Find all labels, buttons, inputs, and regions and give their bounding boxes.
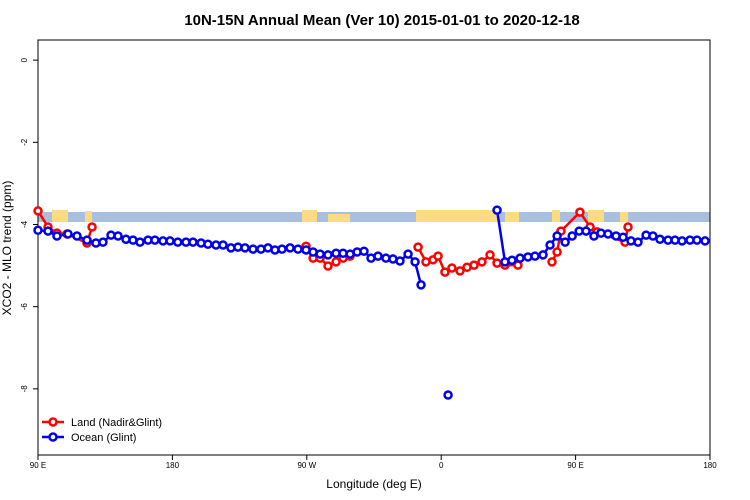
data-point xyxy=(323,261,333,271)
data-point xyxy=(443,390,453,400)
legend-marker xyxy=(48,432,58,442)
data-point xyxy=(440,267,450,277)
x-axis-label: Longitude (deg E) xyxy=(326,477,421,491)
land-patch xyxy=(52,210,68,222)
data-point xyxy=(33,225,43,235)
y-tick-label: -2 xyxy=(20,138,29,146)
land-patch xyxy=(85,211,92,222)
data-point xyxy=(43,226,53,236)
data-point xyxy=(248,244,258,254)
data-point xyxy=(455,266,465,276)
data-point xyxy=(530,251,540,261)
land-patch xyxy=(588,210,604,222)
series xyxy=(33,205,710,400)
x-tick-label: 180 xyxy=(166,461,180,470)
data-point xyxy=(98,237,108,247)
data-point xyxy=(416,280,426,290)
x-tick-label: 180 xyxy=(703,461,717,470)
data-point xyxy=(33,206,43,216)
data-point xyxy=(552,231,562,241)
y-tick-label: -4 xyxy=(20,220,29,228)
data-point xyxy=(552,247,562,257)
legend: Land (Nadir&Glint) Ocean (Glint) xyxy=(42,417,162,444)
land-patch xyxy=(416,210,500,222)
data-point xyxy=(492,258,502,268)
data-point xyxy=(567,231,577,241)
x-tick-label: 90 E xyxy=(30,461,46,470)
data-point xyxy=(547,257,557,267)
land-patch xyxy=(552,210,560,222)
data-point xyxy=(63,229,73,239)
map-strip xyxy=(38,210,710,222)
legend-label: Ocean (Glint) xyxy=(71,432,136,444)
data-point xyxy=(188,237,198,247)
data-point xyxy=(492,205,502,215)
land-patch xyxy=(302,210,317,222)
data-point xyxy=(581,226,591,236)
chart-title: 10N-15N Annual Mean (Ver 10) 2015-01-01 … xyxy=(184,12,579,29)
data-point xyxy=(52,231,62,241)
data-point xyxy=(165,236,175,246)
x-tick-label: 0 xyxy=(439,461,444,470)
data-point xyxy=(135,237,145,247)
data-point xyxy=(203,239,213,249)
y-tick-label: -8 xyxy=(20,385,29,393)
data-point xyxy=(173,237,183,247)
data-point xyxy=(618,232,628,242)
land-patch xyxy=(328,214,350,222)
y-axis-label: XCO2 - MLO trend (ppm) xyxy=(0,181,14,316)
data-point xyxy=(82,235,92,245)
data-point xyxy=(277,244,287,254)
data-point xyxy=(655,234,665,245)
data-point xyxy=(293,244,303,254)
data-point xyxy=(403,249,413,259)
plot-frame xyxy=(37,39,711,456)
x-tick-label: 90 E xyxy=(567,461,583,470)
data-point xyxy=(623,222,633,232)
data-point xyxy=(410,257,420,267)
y-tick-label: 0 xyxy=(20,57,29,62)
data-point xyxy=(575,207,585,217)
data-point xyxy=(323,250,333,260)
land-patch xyxy=(505,212,519,222)
data-point xyxy=(545,240,555,250)
data-point xyxy=(285,243,295,253)
x-tick-label: 90 W xyxy=(297,461,316,470)
data-point xyxy=(538,250,548,260)
data-point xyxy=(315,249,325,259)
data-point xyxy=(469,260,479,270)
data-point xyxy=(700,236,710,246)
data-point xyxy=(560,237,570,247)
data-point xyxy=(150,235,160,245)
data-point xyxy=(485,250,495,260)
data-point xyxy=(395,256,405,266)
data-point xyxy=(331,257,341,267)
data-point xyxy=(359,246,369,256)
data-point xyxy=(413,242,423,252)
data-point xyxy=(648,231,658,241)
data-point xyxy=(477,257,487,267)
data-point xyxy=(447,263,457,273)
y-tick-label: -6 xyxy=(20,303,29,311)
data-point xyxy=(433,251,443,261)
data-point xyxy=(218,240,228,250)
legend-label: Land (Nadir&Glint) xyxy=(71,417,162,429)
land-patch xyxy=(620,212,628,222)
data-point xyxy=(515,253,525,263)
data-point xyxy=(87,222,97,232)
legend-marker xyxy=(48,417,58,427)
data-point xyxy=(603,229,613,239)
data-point xyxy=(633,237,643,247)
data-point xyxy=(72,231,82,241)
data-point xyxy=(677,236,687,246)
data-point xyxy=(240,243,250,253)
data-point xyxy=(692,235,702,245)
data-point xyxy=(373,251,383,261)
data-point xyxy=(113,231,123,241)
data-point xyxy=(507,255,517,265)
ocean-strip xyxy=(38,212,710,222)
